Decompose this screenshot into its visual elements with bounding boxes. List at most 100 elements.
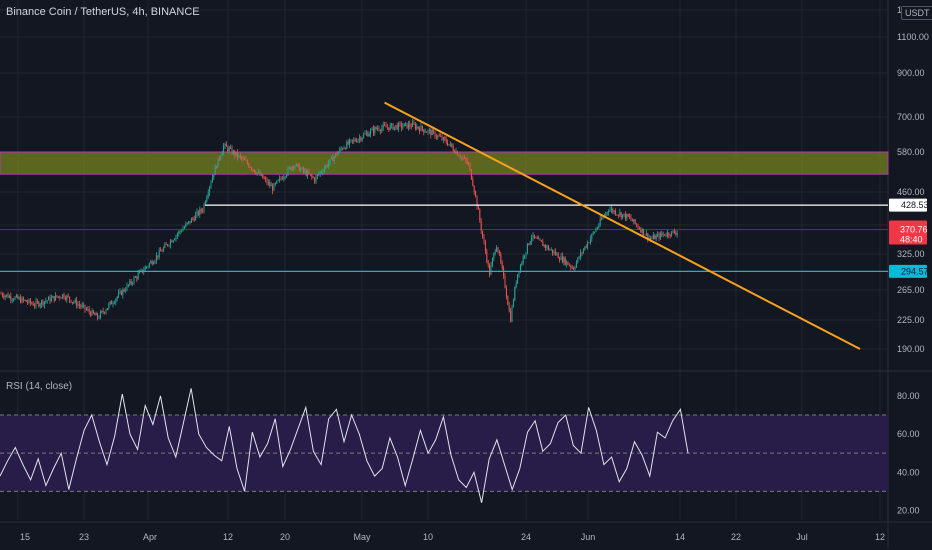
candle-body-down	[392, 123, 394, 130]
candle-body-down	[347, 141, 349, 145]
candle-body-down	[484, 242, 486, 252]
candle-body-up	[671, 231, 673, 236]
candle-body-down	[505, 287, 507, 297]
candle-body-down	[441, 136, 443, 140]
candle-body-down	[414, 124, 416, 129]
candle-body-up	[532, 234, 534, 238]
candle-body-down	[486, 251, 488, 262]
candle-body-up	[582, 249, 584, 253]
candle-body-up	[546, 246, 548, 248]
candle-body-up	[39, 304, 41, 307]
candle-body-down	[102, 311, 104, 313]
price-tick-label: 1100.00	[897, 32, 929, 42]
candle-body-up	[181, 231, 183, 232]
candle-body-up	[87, 309, 89, 310]
candle-body-down	[675, 233, 677, 235]
candle-body-down	[0, 293, 2, 295]
candle-body-down	[280, 177, 282, 179]
rsi-tick-label: 80.00	[897, 391, 920, 401]
candle-body-up	[529, 241, 531, 245]
candle-body-down	[669, 235, 671, 237]
time-tick-label: May	[353, 532, 371, 542]
candle-body-up	[437, 135, 439, 138]
candle-body-up	[48, 297, 50, 301]
candle-body-up	[139, 271, 141, 274]
candle-body-down	[290, 167, 292, 170]
candle-body-up	[357, 139, 359, 142]
candle-body-down	[451, 143, 453, 147]
candle-body-up	[4, 295, 6, 298]
candle-body-down	[192, 218, 194, 220]
price-tick-label: 580.00	[897, 147, 925, 157]
candle-body-up	[549, 249, 551, 251]
candle-body-up	[655, 235, 657, 240]
candle-body-up	[322, 171, 324, 173]
rsi-line	[0, 388, 689, 503]
candle-body-up	[420, 125, 422, 132]
candle-body-down	[251, 167, 253, 170]
candle-body-up	[147, 266, 149, 268]
candle-body-up	[18, 297, 20, 299]
candle-body-down	[234, 151, 236, 156]
candle-body-up	[21, 297, 23, 303]
candle-body-up	[427, 130, 429, 133]
candle-body-up	[524, 255, 526, 257]
candle-body-down	[356, 141, 358, 142]
candle-body-up	[273, 183, 275, 191]
candle-body-down	[444, 137, 446, 140]
candle-body-up	[91, 310, 93, 316]
candle-body-up	[575, 262, 577, 268]
candle-body-up	[109, 301, 111, 304]
candle-body-up	[566, 261, 568, 265]
candle-body-up	[346, 141, 348, 149]
candle-body-up	[522, 256, 524, 263]
candle-body-up	[150, 261, 152, 264]
candle-body-down	[293, 166, 295, 168]
candle-body-down	[78, 304, 80, 306]
candle-body-up	[98, 318, 100, 319]
candle-body-up	[652, 235, 654, 239]
candle-body-up	[230, 147, 232, 149]
price-tick-label: 190.00	[897, 344, 925, 354]
candle-body-down	[246, 160, 248, 164]
candle-body-down	[535, 237, 537, 239]
candle-body-up	[270, 185, 272, 187]
candle-body-down	[34, 305, 36, 307]
candle-body-up	[496, 247, 498, 252]
candle-body-down	[76, 299, 78, 306]
candle-body-up	[148, 263, 150, 267]
candle-body-down	[367, 133, 369, 137]
candle-body-up	[350, 139, 352, 141]
candle-body-down	[202, 210, 204, 212]
candle-body-down	[237, 152, 239, 158]
rsi-indicator-label[interactable]: RSI (14, close)	[6, 381, 73, 392]
candle-body-down	[469, 163, 471, 170]
descending-trendline	[384, 101, 861, 350]
candle-body-down	[70, 299, 72, 303]
candle-body-up	[340, 148, 342, 150]
candle-body-up	[494, 251, 496, 253]
candle-body-down	[489, 264, 491, 275]
candle-body-up	[154, 260, 156, 263]
candle-body-down	[440, 136, 442, 138]
candle-body-down	[410, 126, 412, 128]
candle-body-down	[406, 122, 408, 129]
candle-body-down	[564, 257, 566, 265]
candle-body-up	[591, 234, 593, 239]
candle-body-up	[118, 292, 120, 297]
candle-body-up	[46, 300, 48, 302]
candle-body-up	[14, 296, 16, 300]
candle-body-up	[325, 165, 327, 169]
candle-body-down	[585, 246, 587, 248]
candle-body-up	[393, 126, 395, 130]
candle-body-up	[213, 174, 215, 178]
currency-badge[interactable]: USDT	[901, 6, 932, 20]
candle-body-down	[466, 160, 468, 164]
candle-body-up	[155, 255, 157, 261]
candle-body-down	[32, 303, 34, 306]
candle-body-up	[339, 148, 341, 153]
resistance-price-tag-bg	[889, 198, 927, 212]
candle-body-up	[178, 231, 180, 235]
candle-body-up	[609, 209, 611, 212]
